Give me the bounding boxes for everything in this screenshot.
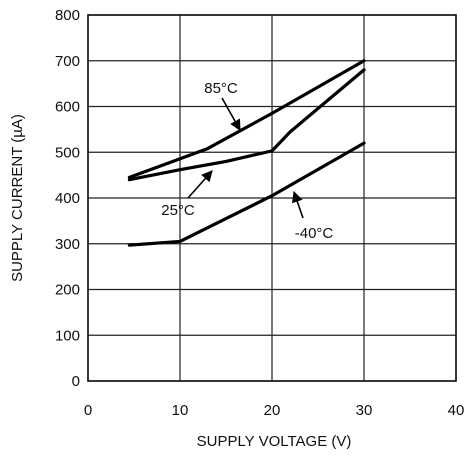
y-tick-label-5: 500 <box>55 144 80 161</box>
y-tick-label-2: 200 <box>55 282 80 299</box>
y-tick-label-4: 400 <box>55 190 80 207</box>
x-tick-label-1: 10 <box>172 402 189 419</box>
y-tick-label-8: 800 <box>55 7 80 24</box>
series-line-85c <box>127 59 366 180</box>
y-tick-label-3: 300 <box>55 236 80 253</box>
y-tick-label-0: 0 <box>72 373 80 390</box>
y-tick-label-7: 700 <box>55 53 80 70</box>
annotation-arrow-25c <box>187 170 213 199</box>
x-axis-label: SUPPLY VOLTAGE (V) <box>197 433 352 450</box>
annotation-label-25c: 25°C <box>161 202 195 219</box>
annotations: 85°C 25°C -40°C <box>161 80 333 242</box>
annotation-label-85c: 85°C <box>204 80 238 97</box>
x-tick-label-2: 20 <box>264 402 281 419</box>
annotation-arrow-85c <box>221 97 241 131</box>
plot-frame <box>87 14 457 382</box>
x-tick-label-3: 30 <box>356 402 373 419</box>
y-tick-label-1: 100 <box>55 327 80 344</box>
y-axis-label: SUPPLY CURRENT (µA) <box>9 114 26 282</box>
annotation-label-40c: -40°C <box>295 225 334 242</box>
y-tick-label-6: 600 <box>55 99 80 116</box>
series-line-25c <box>127 68 366 182</box>
series-line-40c <box>127 141 366 247</box>
annotation-arrow-40c <box>292 190 304 219</box>
x-tick-label-4: 40 <box>448 402 465 419</box>
series-lines <box>127 59 366 247</box>
x-tick-label-0: 0 <box>84 402 92 419</box>
grid <box>87 14 457 382</box>
